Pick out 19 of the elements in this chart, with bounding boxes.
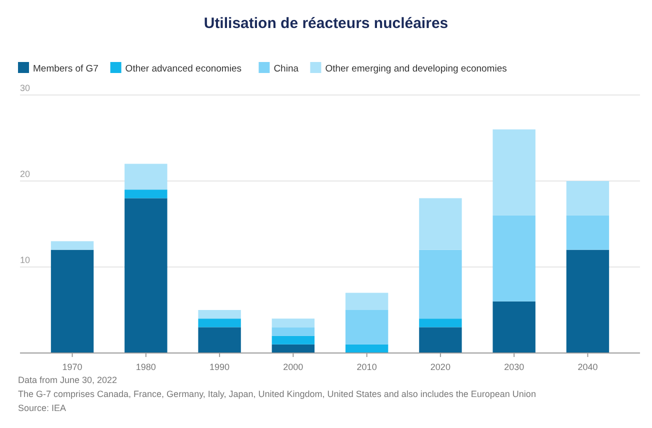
x-tick-label: 1990 bbox=[210, 362, 230, 372]
x-tick-label: 2010 bbox=[356, 362, 377, 372]
y-tick-label: 30 bbox=[20, 83, 30, 93]
text: The G-7 comprises Canada, France, Germany, Italy, Japan, United Kingdom, United States and also includes the European Union bbox=[18, 389, 536, 399]
y-tick-label: 10 bbox=[20, 255, 30, 265]
x-tick-label: 1970 bbox=[62, 362, 82, 372]
x-tick-label: 1980 bbox=[136, 362, 156, 372]
text: Data from June 30, 2022 bbox=[18, 375, 118, 385]
x-tick-label: 2040 bbox=[578, 362, 598, 372]
y-tick-label: 20 bbox=[20, 169, 30, 179]
chart-title: Utilisation de réacteurs nucléaires bbox=[204, 15, 448, 32]
legend-label: Members of G7 bbox=[33, 64, 98, 74]
x-tick-label: 2030 bbox=[504, 362, 524, 372]
legend-label: China bbox=[274, 64, 300, 74]
source-note: Source: IEA bbox=[18, 403, 66, 413]
x-tick-label: 2000 bbox=[283, 362, 304, 372]
legend-label: Other advanced economies bbox=[125, 64, 242, 74]
legend-label: Other emerging and developing economies bbox=[325, 64, 508, 74]
x-tick-label: 2020 bbox=[430, 362, 450, 372]
